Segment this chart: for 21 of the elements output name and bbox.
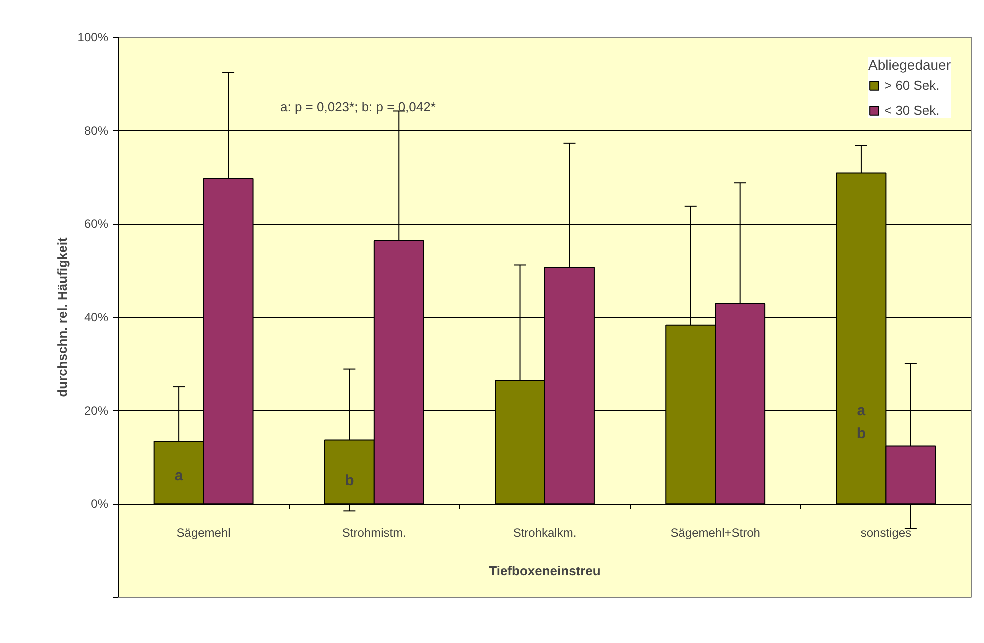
y-axis-title: durchschn. rel. Häufigkeit — [54, 237, 70, 398]
annotation: a — [174, 468, 184, 485]
x-tick-label: Sägemehl — [176, 526, 231, 540]
annotation: b — [856, 426, 866, 443]
x-tick-label: Strohkalkm. — [513, 526, 577, 540]
y-tick-label: 60% — [84, 217, 109, 232]
y-tick-label: 40% — [84, 310, 109, 324]
y-tick-label: 0% — [91, 497, 109, 512]
y-tick-label: 80% — [84, 124, 109, 138]
x-tick-label: Sägemehl+Stroh — [670, 526, 760, 540]
y-tick-label: 20% — [84, 404, 109, 418]
x-axis-title: Tiefboxeneinstreu — [489, 564, 601, 578]
x-tick-label: Strohmistm. — [342, 526, 406, 540]
y-tick-label: 100% — [78, 30, 109, 44]
annotation: b — [345, 472, 354, 490]
annotation: a — [857, 402, 866, 420]
legend-label: < 30 Sek. — [884, 103, 940, 118]
legend-title: Abliegedauer — [868, 57, 951, 73]
annotation: a: p = 0,023*; b: p = 0,042* — [280, 100, 436, 114]
legend-label: > 60 Sek. — [884, 78, 940, 93]
x-tick-label: sonstiges — [860, 526, 912, 540]
